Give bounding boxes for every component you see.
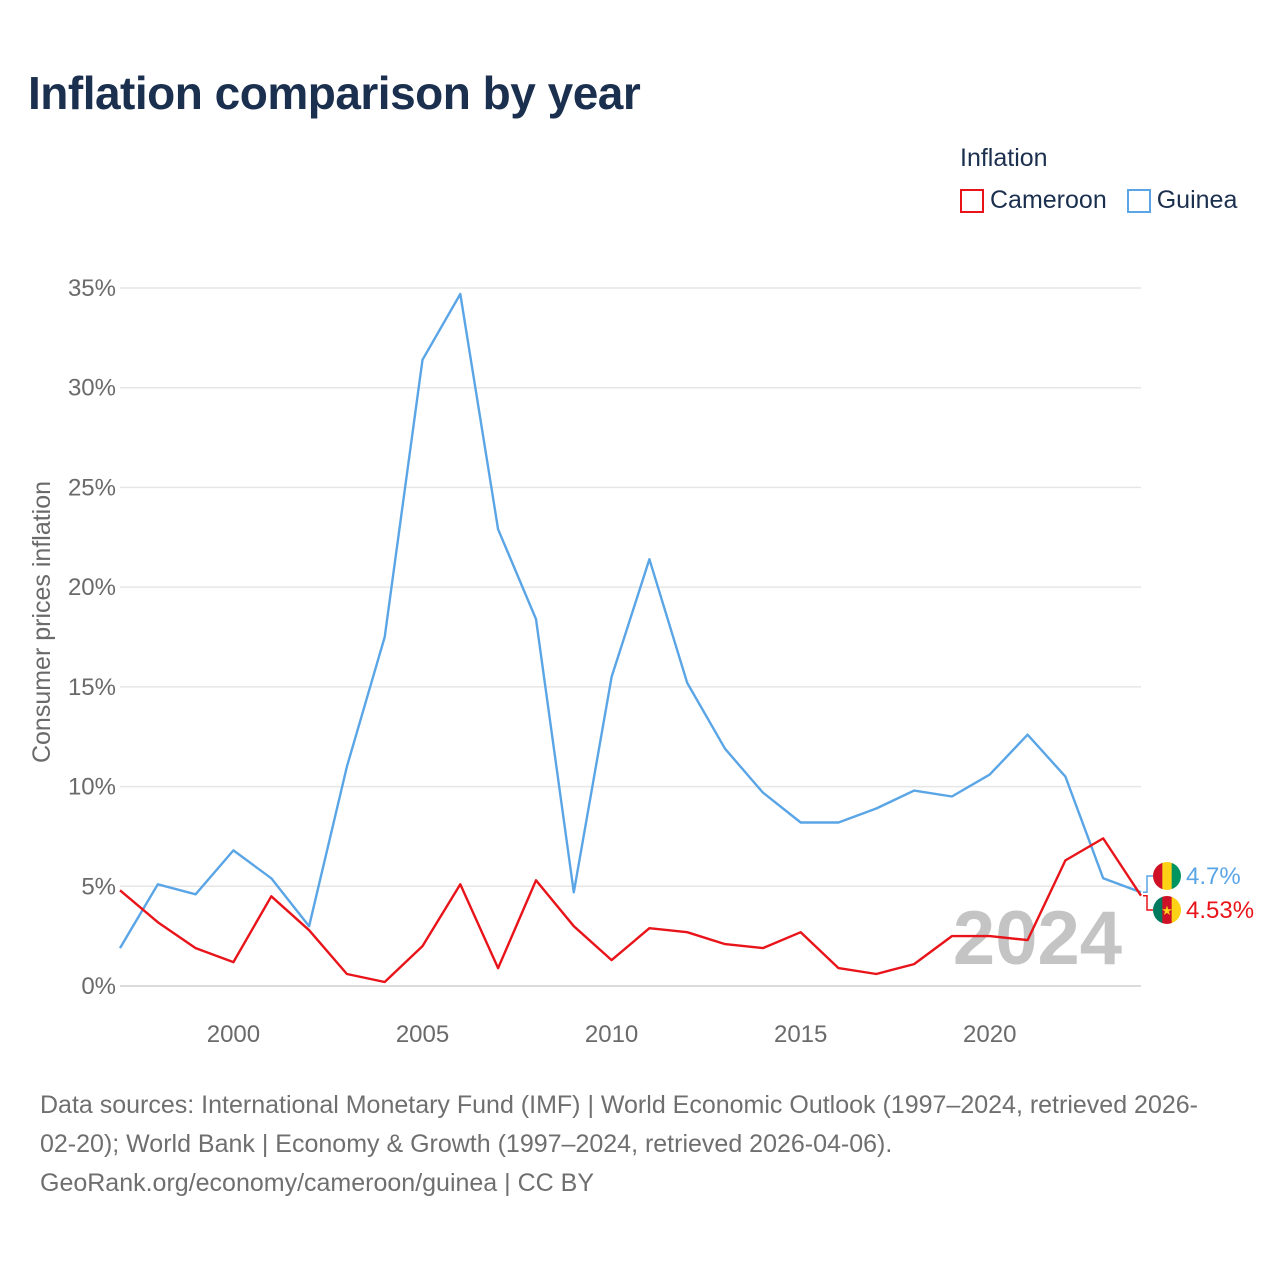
y-tick-label: 20% [68,574,116,601]
y-axis-label: Consumer prices inflation [28,481,56,763]
x-tick-label: 2000 [207,1021,260,1048]
legend-label-cameroon: Cameroon [990,186,1107,214]
guinea-flag-icon [1153,862,1181,890]
svg-text:★: ★ [1161,903,1173,918]
x-tick-label: 2010 [585,1021,638,1048]
legend: Cameroon Guinea [960,186,1257,215]
x-tick-label: 2005 [396,1021,449,1048]
y-tick-label: 10% [68,774,116,801]
y-tick-label: 25% [68,474,116,501]
series-line-guinea [118,292,1142,949]
legend-swatch-cameroon [960,188,984,213]
end-value-label-cameroon: 4.53% [1186,897,1254,924]
end-connector-guinea [1143,875,1153,894]
series-line-cameroon [119,837,1143,984]
legend-swatch-guinea [1126,188,1151,213]
cameroon-flag-icon: ★ [1153,896,1181,924]
y-tick-label: 35% [68,275,116,302]
end-connector-cameroon [1143,894,1153,911]
sources-line-1: Data sources: International Monetary Fun… [40,1091,1198,1119]
data-sources: Data sources: International Monetary Fun… [40,1086,1250,1203]
x-tick-label: 2020 [963,1021,1016,1048]
legend-item-guinea[interactable]: Guinea [1126,186,1238,215]
line-chart: 0% 5% 10% 15% 20% 25% 30% 35% 2000 2005 2010 2015 20… [28,275,1254,1048]
page-title: Inflation comparison by year [28,67,641,119]
end-value-label-guinea: 4.7% [1186,863,1241,890]
y-tick-label: 30% [68,375,116,402]
legend-label-guinea: Guinea [1156,186,1238,214]
sources-line-3: GeoRank.org/economy/cameroon/guinea | CC… [40,1169,595,1197]
sources-line-2: 02-20); World Bank | Economy & Growth (1… [40,1130,893,1158]
year-annotation: 2024 [953,896,1122,981]
y-tick-label: 0% [81,973,116,1000]
x-tick-label: 2015 [774,1021,827,1048]
y-tick-label: 15% [68,674,116,701]
legend-item-cameroon[interactable]: Cameroon [960,186,1107,215]
y-tick-label: 5% [81,873,116,900]
legend-title: Inflation [960,144,1048,172]
